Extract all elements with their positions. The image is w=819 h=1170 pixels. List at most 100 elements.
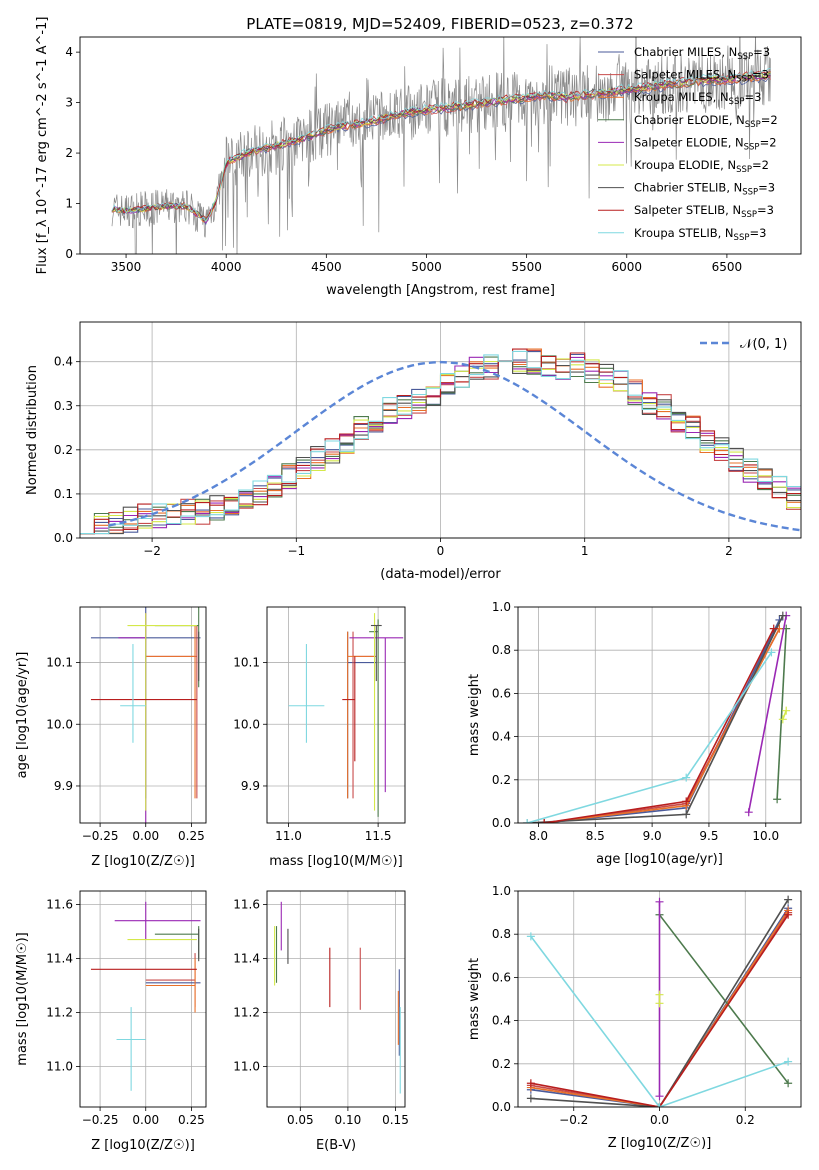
panel-age_vs_mass: 11.0 11.5 9.9 10.0 10.1 mass [log10(M/M☉)] <box>233 606 406 869</box>
weight-marker <box>655 990 664 999</box>
y-axis-label: Flux [f_λ 10^-17 erg cm^-2 s^-1 A^-1] <box>35 17 50 275</box>
histogram-step <box>80 350 801 535</box>
y-tick-label: 0.4 <box>54 355 73 369</box>
weight-marker <box>778 611 787 620</box>
plot-area <box>90 901 201 1091</box>
legend-label-tail: =2 <box>761 113 778 127</box>
x-tick-label: 0.10 <box>335 1113 362 1127</box>
y-tick-label: 0.2 <box>492 1057 511 1071</box>
weight-marker <box>769 624 778 633</box>
x-tick-label: 1 <box>581 544 589 558</box>
x-axis-label: E(B-V) <box>316 1138 356 1153</box>
y-tick-label: 10.0 <box>46 717 73 731</box>
y-tick-label: 2 <box>65 146 73 160</box>
y-tick-label: 0.8 <box>492 927 511 941</box>
panel-residuals: −2 −1 0 1 2 0.0 0.1 0.2 0.3 0.4 𝒩(0, 1) (data-model… <box>25 321 802 582</box>
axes-frame <box>266 606 406 824</box>
panel-mass_vs_Z: −0.25 0.00 0.25 11.0 11.2 11.4 11.6 Z [log10(Z/… <box>15 890 207 1153</box>
y-tick-label: 11.2 <box>46 1006 73 1020</box>
legend-label-tail: =3 <box>752 68 769 82</box>
y-axis-label: Normed distribution <box>25 365 40 495</box>
weight-marker <box>682 773 691 782</box>
legend-label-main: Chabrier ELODIE, N <box>634 113 745 127</box>
legend-label-main: Chabrier MILES, N <box>634 45 737 59</box>
legend-label-tail: =2 <box>760 135 777 149</box>
x-tick-label: −1 <box>287 544 305 558</box>
x-tick-label: 10.0 <box>752 829 779 843</box>
y-tick-label: 10.0 <box>233 717 260 731</box>
y-axis-label: mass [log10(M/M☉)] <box>15 932 30 1065</box>
weight-line <box>530 899 789 1107</box>
legend-label-main: Salpeter MILES, N <box>634 68 736 82</box>
x-tick-label: 6500 <box>712 260 743 274</box>
legend-label: Kroupa STELIB, NSSP=3 <box>634 226 766 243</box>
weight-marker <box>782 706 791 715</box>
legend-label: Salpeter STELIB, NSSP=3 <box>634 203 774 220</box>
axes-frame <box>79 321 802 539</box>
legend-label: Kroupa ELODIE, NSSP=2 <box>634 158 769 175</box>
x-tick-label: 9.5 <box>699 829 718 843</box>
y-axis-label: age [log10(age/yr)] <box>15 652 30 779</box>
legend-label-sub: SSP <box>736 165 752 175</box>
y-tick-label: 10.1 <box>233 656 260 670</box>
y-tick-label: 3 <box>65 96 73 110</box>
plot-area <box>90 607 201 823</box>
legend-label-sub: SSP <box>742 188 758 198</box>
y-tick-label: 0.4 <box>492 1014 511 1028</box>
legend-label-tail: =3 <box>757 203 774 217</box>
y-tick-label: 0.2 <box>54 443 73 457</box>
y-tick-label: 0.6 <box>492 686 511 700</box>
weight-line <box>530 914 789 1107</box>
weight-marker <box>778 715 787 724</box>
x-tick-label: −0.25 <box>82 829 119 843</box>
x-axis-label: (data-model)/error <box>380 567 501 582</box>
y-tick-label: 0.2 <box>492 773 511 787</box>
x-tick-label: 5000 <box>411 260 442 274</box>
y-tick-label: 11.2 <box>233 1006 260 1020</box>
legend-label-tail: =3 <box>744 90 761 104</box>
x-tick-label: 5500 <box>511 260 542 274</box>
axes-frame <box>517 890 802 1108</box>
model-line <box>111 68 771 223</box>
x-tick-label: 0.2 <box>736 1113 755 1127</box>
legend-label: Salpeter ELODIE, NSSP=2 <box>634 135 777 152</box>
x-tick-label: 8.0 <box>529 829 548 843</box>
weight-marker <box>784 895 793 904</box>
y-tick-label: 1 <box>65 197 73 211</box>
panel-weight_vs_Z: −0.2 0.0 0.2 0.0 0.2 0.4 0.6 0.8 1.0 Z [log10(Z/Z… <box>467 884 802 1151</box>
y-tick-label: 0.1 <box>54 487 73 501</box>
legend-label-main: Salpeter ELODIE, N <box>634 135 744 149</box>
weight-marker <box>540 819 549 823</box>
y-axis-label: mass weight <box>467 958 482 1040</box>
x-tick-label: 0 <box>437 544 445 558</box>
y-tick-label: 9.9 <box>54 779 73 793</box>
chart-layer: 3500 4000 4500 5000 5500 6000 6500 0 1 2 3 4 Chabrie… <box>15 17 802 1153</box>
weight-marker <box>526 1094 535 1103</box>
x-tick-label: −0.25 <box>82 1113 119 1127</box>
y-tick-label: 11.0 <box>46 1060 73 1074</box>
legend-label: Chabrier ELODIE, NSSP=2 <box>634 113 778 130</box>
x-tick-label: 0.05 <box>287 1113 314 1127</box>
legend-label-sub: SSP <box>734 233 750 243</box>
gaussian-curve <box>108 360 801 532</box>
legend-label: Salpeter MILES, NSSP=3 <box>634 68 769 85</box>
x-tick-label: 0.00 <box>132 1113 159 1127</box>
weight-marker <box>523 819 532 823</box>
y-tick-label: 11.4 <box>46 952 73 966</box>
x-tick-label: 6000 <box>611 260 642 274</box>
weight-line <box>776 628 787 800</box>
panel-mass_vs_ebv: 0.05 0.10 0.15 11.0 11.2 11.4 11.6 E(B-V) <box>233 890 409 1153</box>
x-tick-label: 0.25 <box>178 829 205 843</box>
x-tick-label: 4000 <box>211 260 242 274</box>
axes-frame <box>79 606 207 824</box>
y-axis-label: mass weight <box>467 674 482 756</box>
y-tick-label: 0.0 <box>492 1100 511 1114</box>
y-tick-label: 4 <box>65 45 73 59</box>
weight-line <box>530 909 789 1107</box>
legend-label: Chabrier MILES, NSSP=3 <box>634 45 770 62</box>
legend-label-main: Salpeter STELIB, N <box>634 203 741 217</box>
legend-label: Chabrier STELIB, NSSP=3 <box>634 181 775 198</box>
x-tick-label: −2 <box>143 544 161 558</box>
